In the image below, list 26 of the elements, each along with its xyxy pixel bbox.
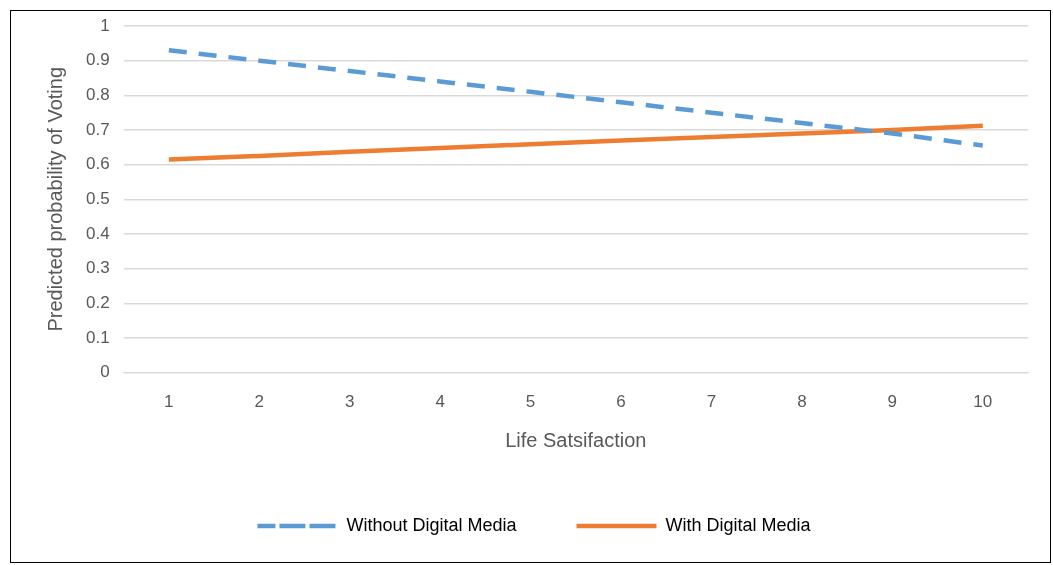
y-tick-label: 0.4 — [85, 223, 110, 243]
x-axis-title: Life Satsifaction — [505, 428, 647, 451]
x-tick-label: 4 — [435, 392, 445, 412]
x-tick-label: 8 — [797, 392, 807, 412]
x-tick-label: 6 — [616, 392, 626, 412]
line-series — [166, 48, 986, 148]
y-tick-label: 0.6 — [85, 154, 110, 174]
y-tick-label: 0.7 — [85, 119, 110, 139]
x-tick-label: 10 — [973, 392, 993, 412]
x-tick-label: 9 — [887, 392, 898, 412]
x-tick-label: 7 — [706, 392, 717, 412]
y-tick-label: 0.5 — [85, 188, 110, 208]
x-tick-label: 1 — [164, 392, 174, 412]
y-tick-label: 0.2 — [85, 292, 110, 312]
y-tick-label: 0 — [100, 362, 110, 382]
y-tick-label: 0.1 — [85, 327, 110, 347]
x-tick-label: 3 — [344, 392, 355, 412]
legend-label: Without Digital Media — [346, 514, 518, 535]
y-axis-title: Predicted probability of Voting — [43, 67, 66, 332]
x-tick-label: 2 — [254, 392, 265, 412]
y-tick-label: 0.3 — [85, 258, 110, 278]
y-tick-label: 0.9 — [85, 50, 110, 70]
y-tick-label: 0.8 — [85, 85, 110, 105]
legend-label: With Digital Media — [665, 514, 812, 535]
y-tick-label: 1 — [100, 15, 110, 35]
x-tick-label: 5 — [525, 392, 536, 412]
